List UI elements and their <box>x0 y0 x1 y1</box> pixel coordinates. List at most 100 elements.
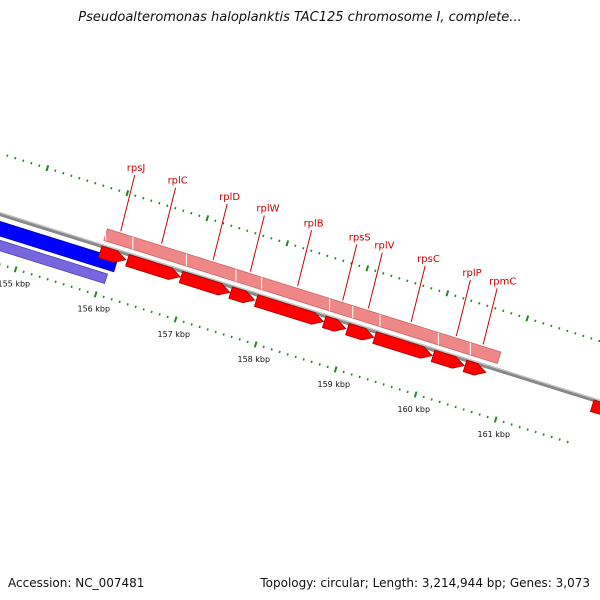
feature-block-purple[interactable] <box>0 235 109 285</box>
minor-tick <box>54 280 57 284</box>
gene-rpsJ-arrow[interactable] <box>97 245 127 263</box>
scale-label: 160 kbp <box>397 405 430 414</box>
minor-tick <box>38 164 41 167</box>
minor-tick <box>78 176 81 180</box>
minor-tick <box>134 305 137 309</box>
minor-tick <box>198 325 201 329</box>
gene-label-rplW[interactable]: rplW <box>256 204 279 215</box>
minor-tick <box>470 410 473 414</box>
minor-tick <box>398 388 401 391</box>
scale-label: 156 kbp <box>77 305 110 314</box>
minor-tick <box>518 425 521 429</box>
minor-tick <box>406 279 409 283</box>
gene-label-rpsS[interactable]: rpsS <box>349 232 371 243</box>
minor-tick <box>14 156 17 160</box>
gene-label-rplP[interactable]: rplP <box>462 268 481 279</box>
minor-tick <box>494 307 497 310</box>
minor-tick <box>6 154 9 157</box>
gene-label-rpsJ[interactable]: rpsJ <box>127 163 146 174</box>
minor-tick <box>70 285 73 289</box>
minor-tick <box>166 315 169 319</box>
gene-rpsC-arrow[interactable] <box>372 331 433 359</box>
minor-tick <box>566 440 569 444</box>
minor-tick <box>534 319 537 323</box>
minor-tick <box>214 219 217 223</box>
gene-label-rplD[interactable]: rplD <box>219 192 240 203</box>
minor-tick <box>198 214 201 218</box>
gene-rplD-arrow[interactable] <box>178 270 231 296</box>
minor-tick <box>270 236 273 240</box>
minor-tick <box>126 303 129 306</box>
summary-text: Topology: circular; Length: 3,214,944 bp… <box>260 576 590 590</box>
minor-tick <box>366 378 369 381</box>
gene-rplP-arrow[interactable] <box>430 349 465 369</box>
minor-tick <box>486 415 489 419</box>
minor-tick <box>326 254 329 258</box>
gene-label-rpmC[interactable]: rpmC <box>489 276 516 287</box>
minor-tick <box>518 314 521 318</box>
minor-tick <box>486 304 489 308</box>
minor-tick <box>398 277 401 280</box>
major-tick <box>45 165 50 172</box>
minor-tick <box>350 261 353 265</box>
gene-rplV-arrow[interactable] <box>345 322 375 341</box>
major-tick <box>413 391 418 398</box>
minor-tick <box>422 284 425 288</box>
gene-rpsS-arrow[interactable] <box>321 315 347 332</box>
minor-tick <box>262 234 265 238</box>
minor-tick <box>350 373 353 376</box>
minor-tick <box>46 278 49 281</box>
major-tick <box>525 315 530 322</box>
minor-tick <box>310 249 313 253</box>
gene-label-rplB[interactable]: rplB <box>304 218 324 229</box>
minor-tick <box>550 435 553 439</box>
gene-rpmC-arrow[interactable] <box>462 359 487 376</box>
minor-tick <box>454 405 457 409</box>
minor-tick <box>462 408 465 411</box>
gene-label-rplC[interactable]: rplC <box>168 176 188 187</box>
gene-rplB-arrow[interactable] <box>253 294 325 325</box>
leader-line <box>410 265 426 322</box>
accession-text: Accession: NC_007481 <box>8 576 145 590</box>
minor-tick <box>78 288 81 291</box>
minor-tick <box>150 310 153 314</box>
major-tick <box>173 316 178 323</box>
minor-tick <box>230 224 233 228</box>
minor-tick <box>390 274 393 278</box>
minor-tick <box>582 334 585 338</box>
feature-track[interactable] <box>0 218 600 415</box>
gene-label-rpsC[interactable]: rpsC <box>417 254 440 265</box>
minor-tick <box>342 370 345 374</box>
outer-tick-ring <box>6 154 600 343</box>
gene-partial-arrow[interactable] <box>589 399 600 415</box>
gene-rplC-arrow[interactable] <box>125 254 181 280</box>
minor-tick <box>590 337 593 340</box>
major-tick <box>205 215 210 222</box>
minor-tick <box>462 297 465 300</box>
minor-tick <box>542 433 545 436</box>
major-tick <box>445 290 450 297</box>
operon-band[interactable] <box>103 228 502 364</box>
minor-tick <box>542 322 545 325</box>
minor-tick <box>262 345 265 349</box>
minor-tick <box>222 333 225 336</box>
minor-tick <box>38 275 41 279</box>
minor-tick <box>302 358 305 361</box>
minor-tick <box>110 186 113 190</box>
gene-leader-lines <box>120 174 498 345</box>
major-tick <box>253 341 258 348</box>
minor-tick <box>246 229 249 233</box>
minor-tick <box>22 159 25 162</box>
gene-rplW-arrow[interactable] <box>228 286 256 304</box>
minor-tick <box>558 438 561 441</box>
major-tick <box>493 416 498 423</box>
minor-tick <box>294 355 297 359</box>
minor-tick <box>230 335 233 339</box>
feature-block-blue[interactable] <box>0 218 119 273</box>
leader-line <box>367 252 383 309</box>
backbone-highlight <box>0 212 600 401</box>
minor-tick <box>142 196 145 200</box>
major-tick <box>93 291 98 298</box>
gene-label-rplV[interactable]: rplV <box>374 240 394 251</box>
